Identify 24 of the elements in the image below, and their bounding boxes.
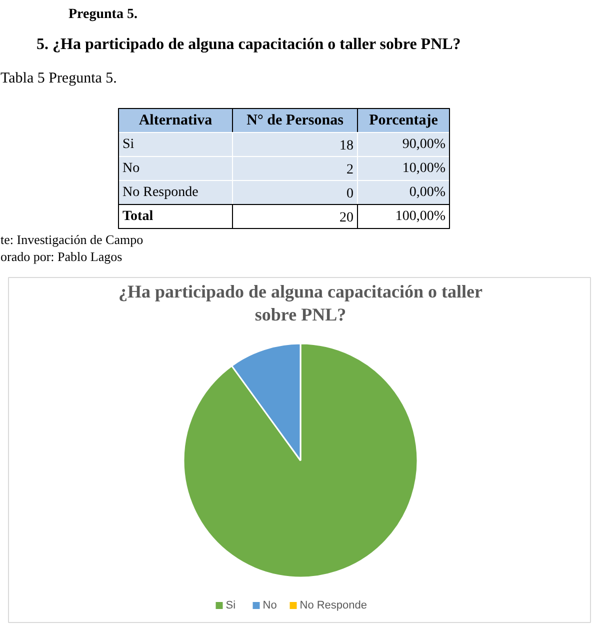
- text: te: Investigación de Campo: [0, 232, 144, 247]
- text: 18: [340, 138, 354, 154]
- text: Si: [122, 137, 134, 152]
- text: Pregunta 5.: [68, 7, 138, 22]
- text: Alternativa: [138, 112, 213, 128]
- text: 0,00%: [409, 185, 446, 200]
- text: No Responde: [122, 185, 198, 200]
- text: 20: [340, 210, 354, 226]
- legend-label: No: [262, 600, 277, 612]
- text: 2: [346, 162, 354, 178]
- text: 5. ¿Ha participado de alguna capacitación o taller sobre PNL?: [36, 36, 461, 53]
- text: Total: [122, 209, 154, 224]
- text: Tabla 5 Pregunta 5.: [0, 70, 117, 86]
- legend-label: No Responde: [300, 600, 368, 612]
- text: 10,00%: [402, 161, 446, 176]
- text: N° de Personas: [246, 112, 344, 128]
- chart-title: ¿Ha participado de alguna capacitación o taller sobre PNL?: [118, 282, 483, 324]
- legend-label: Si: [226, 600, 236, 612]
- text: 100,00%: [395, 209, 446, 224]
- text: Porcentaje: [369, 112, 438, 128]
- text: orado por: Pablo Lagos: [0, 249, 122, 264]
- text: No: [122, 161, 140, 176]
- text: 0: [346, 186, 354, 202]
- text: 90,00%: [402, 137, 446, 152]
